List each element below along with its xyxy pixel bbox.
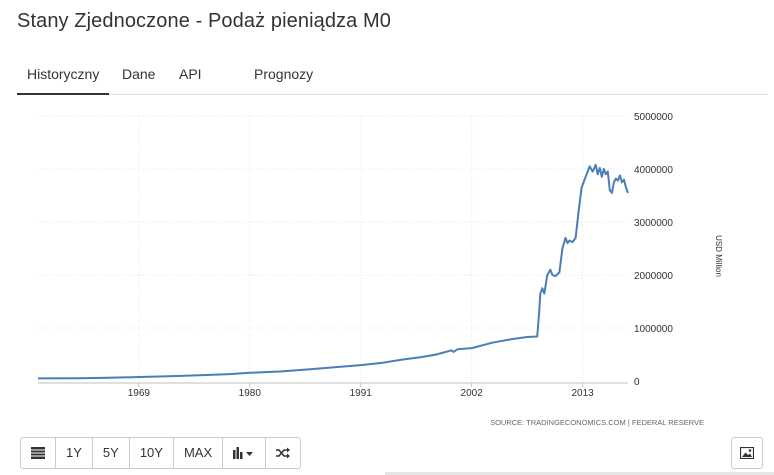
y-tick-label: 0 (634, 377, 640, 388)
x-tick-label: 2013 (571, 388, 594, 399)
range-1y-button[interactable]: 1Y (55, 437, 93, 469)
y-axis-label: USD Million (714, 235, 723, 277)
x-tick-label: 2002 (461, 388, 484, 399)
range-10y-button[interactable]: 10Y (128, 437, 174, 469)
footer-divider (385, 472, 774, 475)
x-tick-label: 1980 (239, 388, 262, 399)
compare-button[interactable] (265, 437, 302, 469)
y-tick-label: 5000000 (634, 112, 673, 123)
series-line (37, 163, 629, 380)
x-tick-label: 1969 (128, 388, 151, 399)
y-tick-label: 2000000 (634, 271, 673, 282)
table-view-button[interactable] (20, 437, 56, 469)
image-icon (740, 447, 754, 459)
y-tick-label: 4000000 (634, 165, 673, 176)
bar-chart-dropdown-icon (233, 447, 254, 459)
y-tick-label: 3000000 (634, 218, 673, 229)
tab-bar: Historyczny Dane API Prognozy (17, 56, 768, 95)
x-tick-label: 1991 (350, 388, 373, 399)
tab-data[interactable]: Dane (122, 66, 156, 82)
tab-historical[interactable]: Historyczny (17, 56, 110, 95)
line-chart: 0 1000000 2000000 3000000 4000000 5000000 1969… (37, 112, 723, 427)
table-icon (31, 447, 45, 459)
source-note: SOURCE: TRADINGECONOMICS.COM | FEDERAL R… (490, 418, 704, 427)
y-tick-label: 1000000 (634, 324, 673, 335)
page-title: Stany Zjednoczone - Podaż pieniądza M0 (17, 10, 392, 32)
tab-forecast[interactable]: Prognozy (254, 66, 314, 82)
download-image-button[interactable] (731, 437, 763, 469)
range-5y-button[interactable]: 5Y (91, 437, 130, 469)
chart-type-button[interactable] (222, 437, 267, 469)
shuffle-icon (276, 447, 291, 459)
tab-api[interactable]: API (179, 66, 202, 82)
range-max-button[interactable]: MAX (172, 437, 224, 469)
chart-toolbar: 1Y 5Y 10Y MAX (20, 437, 302, 469)
